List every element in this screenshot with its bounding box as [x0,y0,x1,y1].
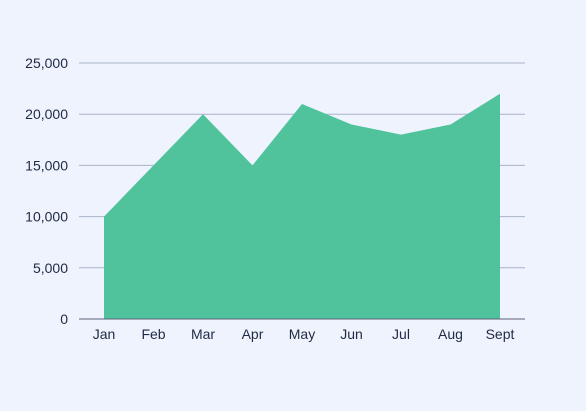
area-fill [104,93,500,319]
x-tick-label: Sept [486,326,515,342]
x-tick-label: May [289,326,315,342]
x-tick-label: Mar [191,326,215,342]
y-tick-label: 5,000 [33,260,68,276]
y-tick-label: 15,000 [25,157,68,173]
y-tick-label: 10,000 [25,209,68,225]
x-tick-label: Apr [242,326,264,342]
y-tick-label: 0 [60,311,68,327]
area-series [104,93,500,319]
y-tick-label: 25,000 [25,55,68,71]
x-tick-label: Jul [392,326,410,342]
y-axis-tick-labels: 0 5,000 10,000 15,000 20,000 25,000 [25,55,68,327]
y-tick-label: 20,000 [25,106,68,122]
x-tick-label: Jun [340,326,363,342]
x-tick-label: Aug [438,326,463,342]
x-tick-label: Jan [93,326,116,342]
x-axis-tick-labels: Jan Feb Mar Apr May Jun Jul Aug Sept [93,326,515,342]
x-tick-label: Feb [141,326,165,342]
